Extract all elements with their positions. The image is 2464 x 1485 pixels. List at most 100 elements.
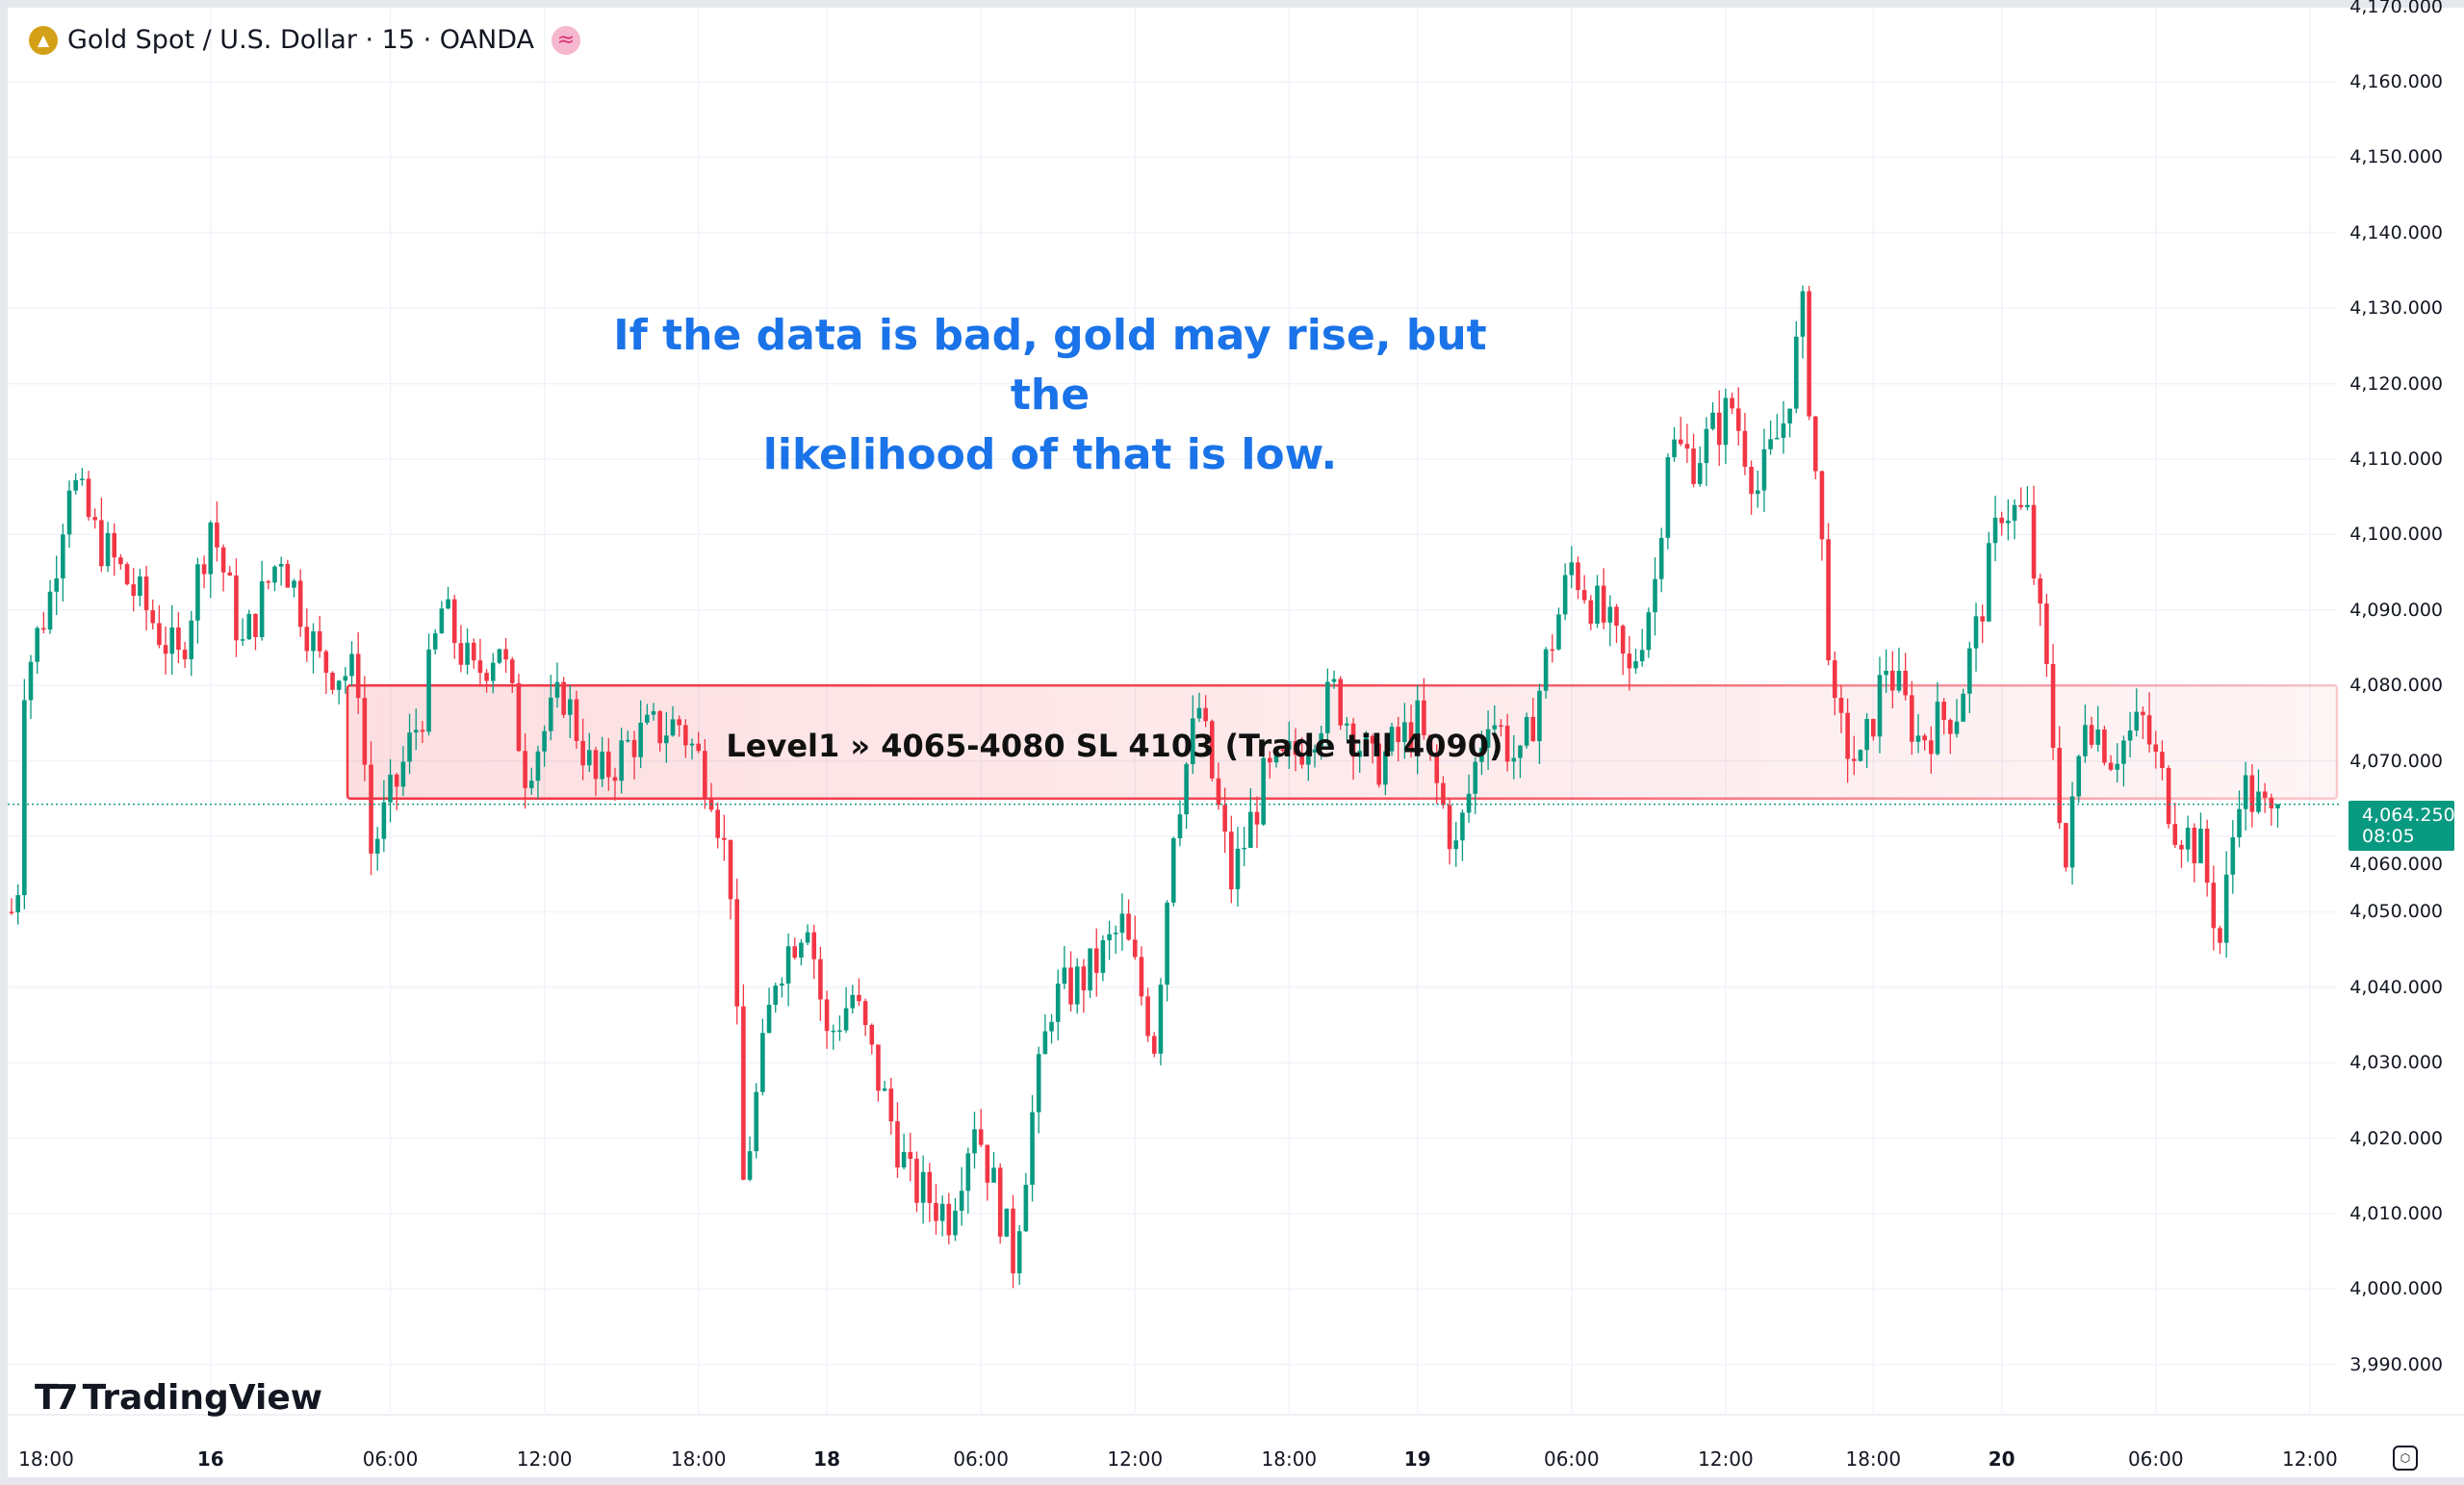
candle-down	[1350, 723, 1356, 757]
candle-up	[805, 932, 810, 943]
candle-down	[234, 575, 239, 641]
last-price: 4,064.250	[2362, 805, 2455, 826]
time-tick-label: 12:00	[1107, 1447, 1164, 1471]
candle-up	[2095, 729, 2101, 745]
candle-down	[1851, 758, 1857, 761]
time-tick-label: 18:00	[18, 1447, 74, 1471]
logo-text: TradingView	[82, 1378, 323, 1418]
candle-down	[1601, 585, 1606, 623]
candle-down	[734, 899, 740, 1007]
approx-wave-icon[interactable]: ≈	[552, 25, 580, 55]
candle-up	[959, 1191, 964, 1211]
time-tick-label: 12:00	[1698, 1447, 1754, 1471]
time-tick-label: 12:00	[2282, 1447, 2338, 1471]
time-tick-label: 16	[196, 1447, 224, 1471]
candle-down	[1678, 439, 1683, 445]
last-price-tag: 4,064.250 08:05	[2348, 801, 2455, 851]
candle-up	[446, 599, 450, 609]
candle-up	[1543, 649, 1549, 691]
candle-up	[61, 534, 65, 578]
candle-down	[118, 557, 123, 565]
candle-up	[1665, 457, 1671, 538]
candle-down	[696, 743, 701, 752]
annotation-text[interactable]: If the data is bad, gold may rise, but t…	[569, 306, 1531, 485]
candle-up	[548, 697, 553, 731]
candle-up	[1460, 812, 1465, 841]
candle-down	[2166, 768, 2171, 825]
candle-down	[458, 643, 464, 665]
candle-up	[1261, 757, 1266, 825]
candle-up	[1177, 814, 1183, 839]
candle-up	[850, 994, 856, 1009]
candle-up	[2012, 504, 2017, 521]
candle-up	[1954, 721, 1960, 734]
candle-down	[2179, 844, 2184, 850]
candle-down	[728, 839, 733, 900]
candle-down	[1081, 966, 1087, 991]
candle-up	[407, 732, 412, 762]
candle-up	[542, 730, 547, 752]
candle-down	[2044, 603, 2049, 664]
candle-up	[689, 743, 695, 746]
tradingview-logo[interactable]: T7 TradingView	[35, 1378, 322, 1418]
candle-down	[215, 522, 219, 548]
candle-up	[1023, 1185, 1029, 1232]
candle-up	[799, 942, 804, 959]
candle-up	[2025, 504, 2030, 507]
candle-down	[934, 1203, 938, 1221]
candle-up	[1312, 749, 1318, 753]
candle-up	[1248, 811, 1253, 848]
time-tick-label: 18:00	[1261, 1447, 1318, 1471]
candle-down	[2160, 752, 2165, 769]
candle-up	[1074, 966, 1080, 1005]
candle-down	[862, 1001, 868, 1026]
candle-up	[1453, 840, 1459, 850]
candle-up	[343, 676, 348, 681]
candle-down	[1068, 967, 1073, 1005]
candle-down	[323, 651, 329, 674]
candle-down	[1691, 448, 1696, 484]
candle-up	[388, 774, 393, 803]
candle-down	[1730, 397, 1734, 409]
candle-down	[503, 649, 508, 660]
candle-down	[150, 610, 156, 624]
candle-down	[997, 1167, 1003, 1237]
candle-down	[580, 740, 585, 766]
candle-down	[1093, 948, 1099, 973]
candle-up	[1973, 616, 1979, 649]
gold-bars-icon: ▲	[29, 25, 58, 55]
candle-down	[1499, 725, 1503, 728]
candle-up	[1639, 650, 1645, 662]
candle-down	[112, 532, 117, 558]
candle-up	[2230, 837, 2236, 875]
candle-down	[1980, 616, 1985, 622]
chart-canvas[interactable]	[8, 8, 2464, 1477]
candle-down	[1216, 778, 1221, 806]
candle-up	[2256, 791, 2261, 812]
time-tick-label: 06:00	[362, 1447, 419, 1471]
candle-up	[843, 1008, 849, 1031]
candle-up	[490, 662, 496, 681]
candle-down	[143, 576, 149, 611]
zone-label[interactable]: Level1 » 4065-4080 SL 4103 (Trade till 4…	[726, 728, 1503, 764]
symbol-header[interactable]: ▲ Gold Spot / U.S. Dollar · 15 · OANDA ≈	[29, 25, 580, 55]
candle-down	[2064, 823, 2068, 868]
candle-down	[914, 1159, 919, 1203]
candle-up	[991, 1167, 996, 1183]
candle-down	[657, 711, 662, 744]
candle-down	[1209, 721, 1215, 779]
candle-up	[1287, 741, 1292, 750]
settings-icon[interactable]: ⬡	[2393, 1446, 2418, 1471]
candle-up	[1119, 913, 1125, 934]
candle-up	[1485, 729, 1491, 748]
candle-up	[1170, 838, 1176, 903]
candle-down	[1812, 416, 1818, 472]
candle-down	[574, 699, 579, 741]
price-tick-label: 4,010.000	[2349, 1203, 2443, 1224]
candle-down	[1941, 702, 1946, 721]
candle-up	[600, 751, 604, 780]
candle-down	[1447, 805, 1452, 850]
candle-up	[773, 986, 779, 1006]
candle-down	[1627, 653, 1632, 669]
annotation-line-1: If the data is bad, gold may rise, but t…	[613, 311, 1487, 420]
